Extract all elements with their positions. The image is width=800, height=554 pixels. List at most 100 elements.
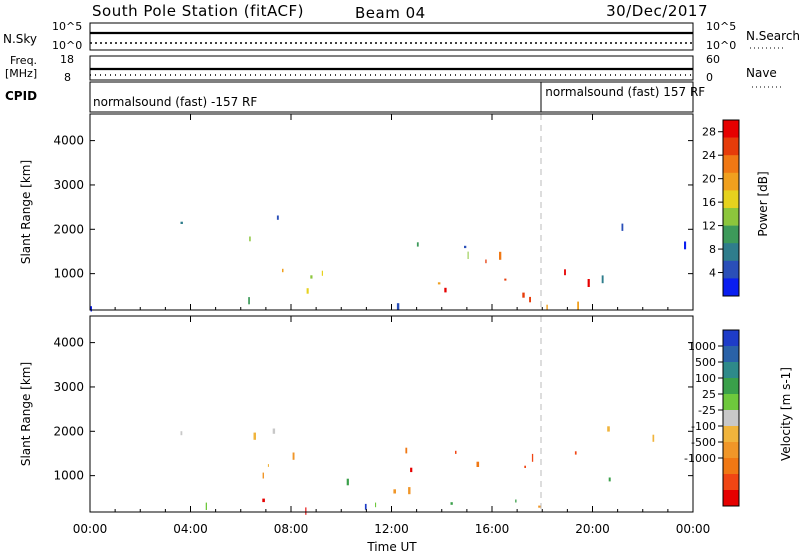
time-tick-label: 16:00 [475,522,510,536]
velocity-colorbar-segment [723,410,739,427]
power-echo-cell [249,236,251,242]
power-colorbar-segment [723,243,739,262]
power-echo-cell [546,304,548,310]
power-echo-cell [564,269,566,276]
time-tick-label: 12:00 [374,522,409,536]
velocity-colorbar-label: Velocity [m s-1] [779,367,793,461]
nave-tick-top: 60 [706,53,720,66]
power-colorbar-tick-label: 20 [702,173,716,186]
nsearch-label: N.Search [746,29,800,43]
velocity-colorbar-segment [723,426,739,443]
velocity-colorbar-tick-label: 100 [695,372,716,385]
velocity-colorbar-segment [723,378,739,395]
velocity-echo-cell [450,502,453,505]
velocity-echo-cell [531,453,534,462]
velocity-echo-cell [538,505,541,508]
power-colorbar-segment [723,260,739,279]
time-tick-label: 08:00 [274,522,309,536]
freq-unit: [MHz] [5,67,37,80]
power-echo-cell [282,268,284,273]
time-axis: 00:00 04:00 08:00 12:00 16:00 20:00 00:00 [73,114,710,536]
velocity-ytick-label: 1000 [53,469,84,483]
power-echo-cell [321,270,323,276]
velocity-ytick-label: 2000 [53,424,84,438]
velocity-echo-cell [515,499,517,503]
power-echo-cell [180,221,183,224]
power-echo-cell [396,303,400,310]
velocity-echo-cell [408,487,411,495]
velocity-colorbar-segment [723,362,739,379]
nsky-label: N.Sky [3,32,37,46]
velocity-echo-cell [608,477,611,482]
power-echo-cell [306,288,309,294]
power-colorbar-segment [723,225,739,244]
power-echo-cell [621,223,624,231]
power-panel: 1000 2000 3000 4000 Slant Range [km] [19,113,694,312]
power-ylabel: Slant Range [km] [19,160,33,264]
power-colorbar-segment [723,137,739,156]
power-ytick-label: 1000 [53,267,84,281]
velocity-echo-cell [455,450,457,454]
velocity-colorbar-segment [723,330,739,347]
nave-tick-bottom: 0 [706,71,713,84]
velocity-colorbar-tick-label: -1000 [684,452,716,465]
time-axis-label: Time UT [366,540,417,554]
velocity-ytick-label: 4000 [53,336,84,350]
velocity-colorbar-tick-label: 500 [695,356,716,369]
power-echo-cell [504,278,507,281]
time-tick-label: 00:00 [73,522,108,536]
nsky-panel: N.Sky 10^5 10^0 10^5 10^0 N.Search [3,20,800,52]
velocity-echo-cell [205,502,207,510]
velocity-echo-cell [346,478,349,486]
power-colorbar-tick-label: 24 [702,149,716,162]
nsearch-tick-bottom: 10^0 [706,39,736,52]
velocity-colorbar-segment [723,458,739,475]
velocity-echo-cell [262,498,265,503]
velocity-echo-cell [607,426,610,432]
velocity-echo-cell [375,502,377,508]
power-echo-cell [90,306,92,312]
velocity-echo-cell [253,432,256,440]
power-colorbar-tick-label: 4 [709,267,716,280]
cpid-label: CPID [5,89,37,103]
nsearch-tick-top: 10^5 [706,20,736,33]
velocity-colorbar-frame [722,329,740,507]
velocity-echo-cell [652,434,655,442]
power-echo-cell [416,242,419,247]
station-title: South Pole Station (fitACF) [92,2,304,20]
velocity-colorbar-segment [723,490,739,507]
power-colorbar-segment [723,278,739,297]
time-tick-label: 20:00 [575,522,610,536]
velocity-panel: 1000 2000 3000 4000 Slant Range [km] [19,315,694,515]
freq-tick-top: 18 [60,53,74,66]
beam-label: Beam 04 [355,4,426,22]
freq-label: Freq. [10,54,37,67]
velocity-echo-cell [364,503,367,510]
velocity-colorbar-segment [723,442,739,459]
freq-tick-bottom: 8 [64,71,71,84]
cpid-segment-1: normalsound (fast) -157 RF [93,95,257,109]
power-colorbar-tick-label: 12 [702,220,716,233]
velocity-colorbar-tick-label: -25 [698,404,716,417]
power-echo-cell [248,297,250,305]
power-echo-cell [587,279,590,287]
power-echo-cell [684,241,687,250]
velocity-colorbar: Velocity [m s-1] 1000 500 100 25 -25 -100 -500… [684,329,793,507]
power-echo-cell [529,296,531,303]
power-colorbar-tick-label: 16 [702,196,716,209]
date-label: 30/Dec/2017 [606,2,708,20]
velocity-colorbar-tick-label: -500 [691,436,716,449]
power-heatmap-cells [90,215,687,312]
velocity-echo-cell [574,451,577,455]
velocity-echo-cell [262,472,264,479]
power-echo-cell [310,275,313,279]
velocity-echo-cell [180,431,183,436]
power-colorbar-segment [723,190,739,209]
power-colorbar-frame [722,119,740,297]
power-echo-cell [467,251,469,259]
velocity-colorbar-segment [723,474,739,491]
power-ytick-label: 2000 [53,222,84,236]
velocity-ytick-label: 3000 [53,380,84,394]
power-colorbar: Power [dB] 4 8 12 16 20 24 28 [702,119,770,297]
power-colorbar-tick-label: 8 [709,243,716,256]
